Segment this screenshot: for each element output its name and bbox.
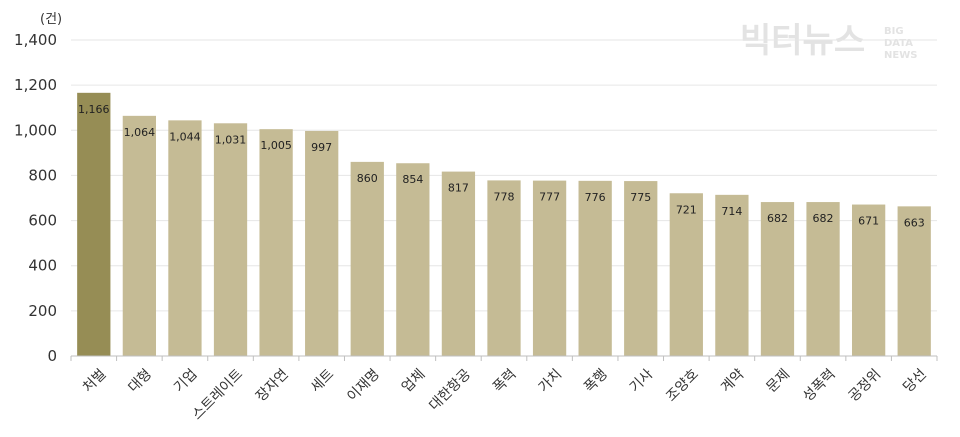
y-tick-label: 600 bbox=[28, 212, 57, 230]
x-tick-label: 업체 bbox=[399, 366, 429, 396]
x-tick-label: 당선 bbox=[900, 366, 930, 396]
x-tick-label: 폭력 bbox=[490, 366, 520, 396]
bar bbox=[487, 180, 521, 356]
bar bbox=[122, 115, 157, 356]
x-tick-label: 처벌 bbox=[80, 366, 110, 396]
x-tick-label: 스트레이트 bbox=[189, 366, 246, 423]
bar bbox=[396, 163, 430, 356]
x-tick-label: 가치 bbox=[536, 366, 566, 396]
data-label: 997 bbox=[311, 141, 332, 154]
bar bbox=[897, 206, 931, 356]
x-tick-label: 성폭력 bbox=[800, 366, 839, 405]
data-label: 778 bbox=[494, 190, 515, 203]
bars bbox=[77, 92, 931, 357]
bar bbox=[168, 120, 202, 357]
data-label: 1,031 bbox=[215, 133, 247, 146]
y-tick-label: 1,000 bbox=[14, 121, 57, 139]
watermark-logo: 빅터뉴스 BIG DATA NEWS bbox=[740, 21, 917, 61]
bar bbox=[669, 193, 703, 356]
data-labels: 1,166 1,064 1,044 1,031 1,005 997 860 854 817 778… bbox=[78, 103, 925, 230]
bar bbox=[715, 194, 749, 356]
watermark-sub-text-3: NEWS bbox=[884, 50, 917, 61]
bar bbox=[350, 161, 384, 356]
bar bbox=[532, 180, 567, 356]
x-tick-label: 문제 bbox=[764, 366, 794, 396]
data-label: 682 bbox=[813, 212, 834, 225]
bar bbox=[806, 202, 840, 356]
bar bbox=[259, 129, 293, 356]
x-tick-label: 폭행 bbox=[581, 366, 611, 396]
bar bbox=[760, 202, 795, 356]
x-tick-label: 기사 bbox=[627, 366, 657, 396]
data-label: 682 bbox=[767, 212, 788, 225]
x-tick-label: 대한항공 bbox=[426, 366, 474, 414]
y-tick-label: 1,200 bbox=[14, 76, 57, 94]
y-tick-label: 800 bbox=[28, 166, 57, 184]
bar bbox=[578, 180, 612, 356]
data-label: 1,044 bbox=[169, 130, 201, 143]
x-tick-label: 계약 bbox=[718, 366, 748, 396]
data-label: 1,166 bbox=[78, 103, 110, 116]
data-label: 671 bbox=[858, 215, 879, 228]
data-label: 817 bbox=[448, 182, 469, 195]
data-label: 854 bbox=[402, 173, 423, 186]
x-tick-label: 대형 bbox=[125, 366, 155, 396]
x-tick-label: 장자연 bbox=[253, 366, 292, 405]
data-label: 777 bbox=[539, 191, 560, 204]
data-label: 775 bbox=[630, 191, 651, 204]
bar bbox=[624, 181, 658, 356]
data-label: 860 bbox=[357, 172, 378, 185]
x-tick-label: 이재명 bbox=[344, 366, 383, 405]
x-tick-label: 세트 bbox=[308, 366, 338, 396]
x-tick-label: 기업 bbox=[171, 366, 201, 396]
data-label: 1,005 bbox=[260, 139, 292, 152]
watermark-sub-text-2: DATA bbox=[884, 38, 913, 49]
bar bbox=[441, 171, 476, 356]
y-tick-label: 200 bbox=[28, 302, 57, 320]
bar bbox=[77, 92, 111, 357]
data-label: 663 bbox=[904, 216, 925, 229]
bar bbox=[305, 130, 339, 356]
y-axis-ticks: 0 200 400 600 800 1,000 1,200 1,400 bbox=[14, 31, 57, 365]
watermark-sub-text-1: BIG bbox=[884, 26, 904, 37]
watermark-main-text: 빅터뉴스 bbox=[740, 21, 865, 61]
y-tick-label: 1,400 bbox=[14, 31, 57, 49]
data-label: 1,064 bbox=[124, 126, 156, 139]
data-label: 721 bbox=[676, 203, 697, 216]
data-label: 714 bbox=[721, 205, 742, 218]
x-tick-label: 조양호 bbox=[663, 366, 702, 405]
bar bbox=[851, 204, 886, 356]
y-axis-unit-label: (건) bbox=[40, 12, 62, 27]
x-tick-label: 공정위 bbox=[846, 366, 885, 405]
y-tick-label: 400 bbox=[28, 257, 57, 275]
bar bbox=[213, 123, 248, 356]
data-label: 776 bbox=[585, 191, 606, 204]
y-tick-label: 0 bbox=[47, 347, 57, 365]
x-axis bbox=[70, 355, 938, 361]
